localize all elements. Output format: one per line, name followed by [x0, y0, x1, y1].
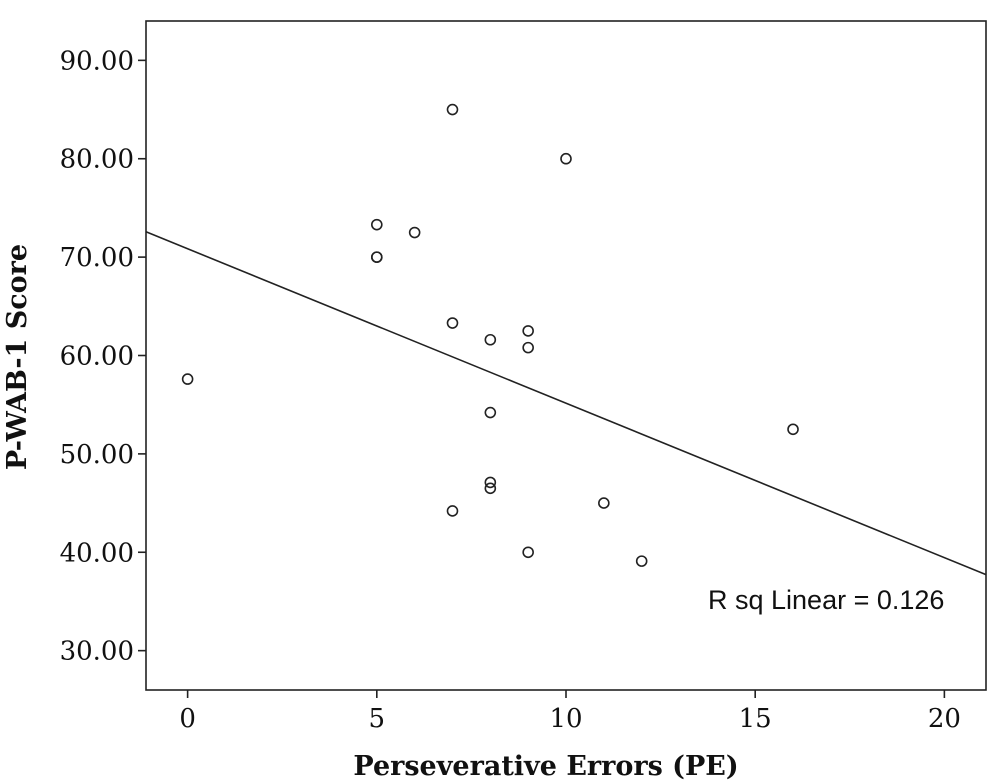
data-point	[484, 333, 497, 346]
data-point	[408, 226, 421, 239]
y-tick-label: 60.00	[60, 342, 134, 372]
y-axis-title: P-WAB-1 Score	[2, 244, 33, 470]
data-point	[560, 152, 572, 165]
y-tick-label: 90.00	[60, 46, 134, 76]
y-tick-label: 40.00	[60, 538, 134, 568]
data-point	[371, 251, 383, 263]
x-axis: 0 5 10 15 20	[179, 690, 961, 734]
data-point	[484, 406, 497, 419]
data-points	[181, 103, 799, 567]
data-point	[484, 476, 497, 489]
x-tick-label: 15	[739, 704, 772, 734]
r-squared-annotation: R sq Linear = 0.126	[708, 585, 944, 615]
x-axis-title: Perseverative Errors (PE)	[353, 751, 738, 782]
data-point	[446, 317, 459, 329]
data-point	[522, 325, 534, 337]
data-point	[522, 546, 534, 559]
fit-line	[145, 231, 987, 576]
plot-area	[145, 20, 987, 691]
y-tick-label: 30.00	[60, 637, 134, 667]
data-point	[446, 103, 459, 116]
data-point	[787, 423, 799, 436]
data-point	[181, 373, 194, 385]
data-point	[522, 341, 534, 354]
data-point	[598, 497, 610, 509]
x-tick-label: 10	[549, 704, 582, 734]
y-tick-label: 80.00	[60, 145, 134, 175]
y-tick-label: 70.00	[60, 243, 134, 273]
y-axis: 30.00 40.00 50.00 60.00 70.00 80.00 90.00	[60, 46, 146, 667]
data-point	[484, 482, 497, 495]
x-tick-label: 5	[369, 704, 386, 734]
data-point	[446, 505, 459, 517]
x-tick-label: 0	[179, 704, 196, 734]
data-point	[371, 218, 383, 231]
x-tick-label: 20	[928, 704, 961, 734]
data-point	[635, 555, 648, 567]
y-tick-label: 50.00	[60, 440, 134, 470]
